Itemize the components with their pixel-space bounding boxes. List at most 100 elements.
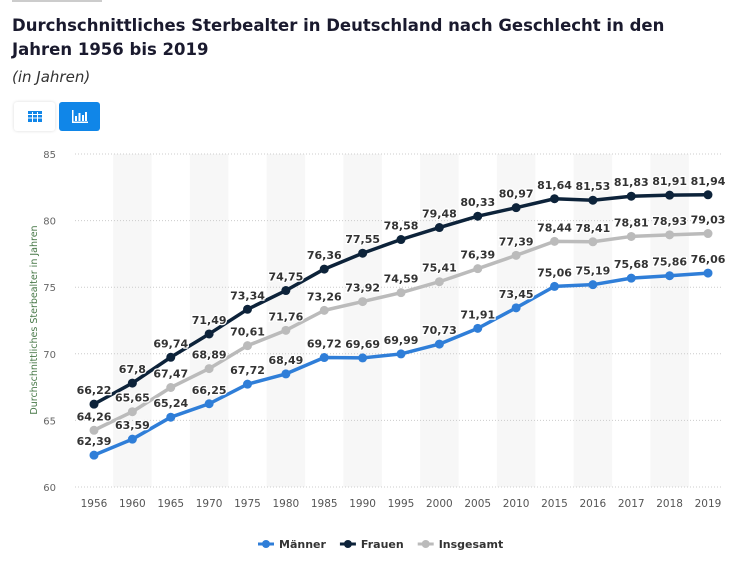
x-tick-label: 1960 (119, 498, 146, 510)
legend-item-Frauen: Frauen (361, 538, 404, 551)
data-label: 76,06 (691, 253, 726, 266)
data-label: 78,41 (575, 222, 610, 235)
data-label: 78,93 (652, 215, 687, 228)
data-point (626, 273, 636, 283)
data-label: 62,39 (77, 435, 112, 448)
chart-view-button[interactable] (59, 102, 100, 131)
data-label: 73,92 (345, 282, 380, 295)
data-label: 81,64 (537, 179, 572, 192)
data-label: 78,81 (614, 216, 649, 229)
data-label: 66,25 (192, 384, 227, 397)
page-title: Durchschnittliches Sterbealter in Deutsc… (12, 16, 665, 59)
data-point (434, 223, 444, 233)
data-point (626, 191, 636, 201)
data-point (588, 280, 598, 290)
data-label: 68,49 (268, 354, 303, 367)
data-label: 71,91 (460, 308, 495, 321)
data-point (89, 399, 99, 409)
data-point (204, 329, 214, 339)
x-tick-label: 2015 (541, 498, 568, 510)
data-label: 75,41 (422, 262, 457, 275)
page-subtitle: (in Jahren) (12, 68, 91, 86)
data-point (434, 277, 444, 287)
data-label: 76,39 (460, 249, 495, 262)
data-point (550, 236, 559, 246)
data-point (511, 303, 521, 313)
x-tick-label: 1956 (81, 498, 108, 510)
data-point (550, 281, 559, 291)
data-point (473, 211, 483, 221)
category-band (573, 154, 613, 487)
data-point (127, 407, 137, 417)
data-label: 75,06 (537, 266, 572, 279)
data-point (588, 195, 598, 205)
data-point (319, 264, 329, 274)
table-icon (27, 111, 42, 122)
y-tick-label: 65 (43, 416, 56, 427)
data-label: 75,19 (575, 265, 610, 278)
data-point (665, 230, 675, 240)
x-tick-label: 2018 (656, 498, 683, 510)
data-label: 69,74 (153, 337, 188, 350)
x-tick-label: 2017 (618, 498, 645, 510)
data-label: 73,45 (499, 288, 534, 301)
x-tick-label: 1990 (349, 498, 376, 510)
data-label: 78,44 (537, 221, 572, 234)
data-label: 78,58 (384, 220, 419, 233)
data-label: 71,49 (192, 314, 227, 327)
data-point (281, 325, 291, 335)
data-label: 64,26 (77, 410, 112, 423)
data-label: 75,86 (652, 256, 687, 269)
data-point (473, 264, 483, 274)
y-tick-label: 80 (43, 217, 56, 228)
data-label: 74,75 (268, 271, 303, 284)
data-point (665, 190, 675, 200)
data-point (626, 231, 636, 241)
data-point (588, 237, 598, 247)
x-tick-label: 2019 (695, 498, 722, 510)
x-tick-label: 1970 (196, 498, 223, 510)
category-band (189, 154, 229, 487)
x-tick-label: 2016 (580, 498, 607, 510)
y-tick-label: 85 (43, 150, 56, 161)
data-label: 79,48 (422, 208, 457, 221)
data-label: 71,76 (268, 310, 303, 323)
data-label: 68,89 (192, 349, 227, 362)
data-point (166, 352, 176, 362)
data-point (396, 235, 406, 245)
data-label: 66,22 (77, 384, 112, 397)
data-label: 70,73 (422, 324, 457, 337)
data-point (319, 353, 329, 363)
x-tick-label: 2005 (464, 498, 491, 510)
category-band (420, 154, 459, 487)
x-tick-label: 1975 (234, 498, 261, 510)
data-point (243, 304, 252, 314)
data-label: 77,39 (499, 235, 534, 248)
data-label: 69,69 (345, 338, 380, 351)
data-point (396, 288, 406, 298)
data-point (511, 203, 521, 213)
data-label: 77,55 (345, 233, 380, 246)
x-tick-label: 1985 (311, 498, 338, 510)
data-label: 65,65 (115, 392, 150, 405)
y-tick-label: 60 (43, 483, 56, 494)
top-divider (12, 0, 102, 2)
legend-marker (421, 540, 430, 548)
legend-marker (262, 540, 270, 548)
data-point (89, 425, 99, 435)
legend-item-Insgesamt: Insgesamt (439, 538, 504, 551)
data-label: 69,99 (384, 334, 419, 347)
data-label: 80,33 (460, 196, 495, 209)
data-point (358, 353, 368, 363)
series-line-Männer (93, 271, 709, 457)
data-point (166, 382, 176, 392)
category-band (650, 154, 689, 487)
table-view-button[interactable] (14, 102, 55, 131)
data-label: 81,53 (575, 180, 610, 193)
x-tick-label: 2010 (503, 498, 530, 510)
data-label: 67,72 (230, 364, 265, 377)
data-point (204, 399, 214, 409)
y-tick-label: 75 (43, 283, 56, 294)
data-label: 79,03 (691, 214, 726, 227)
